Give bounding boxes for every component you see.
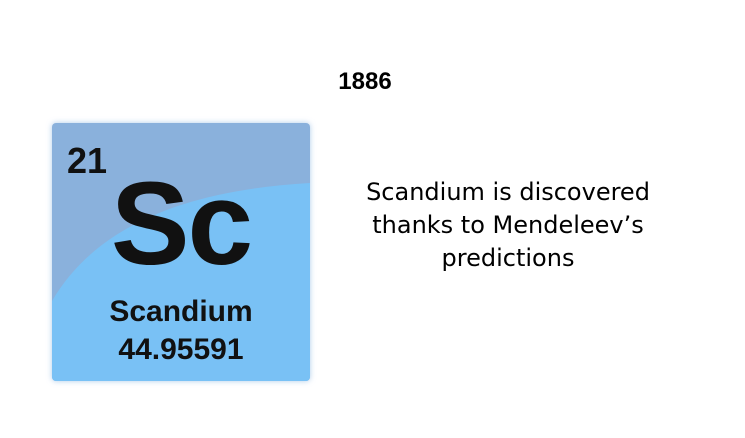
atomic-number: 21: [67, 140, 108, 181]
year-heading: 1886: [338, 68, 392, 95]
discovery-caption: Scandium is discovered thanks to Mendele…: [340, 176, 676, 275]
caption-line: predictions: [441, 244, 575, 272]
element-symbol: Sc: [110, 158, 253, 290]
caption-line: thanks to Mendeleev’s: [372, 211, 644, 239]
caption-line: Scandium is discovered: [366, 178, 650, 206]
tile-background: [52, 123, 310, 381]
element-name: Scandium: [109, 295, 253, 328]
atomic-mass: 44.95591: [118, 333, 244, 366]
element-tile: 21 Sc Scandium 44.95591: [52, 123, 310, 381]
